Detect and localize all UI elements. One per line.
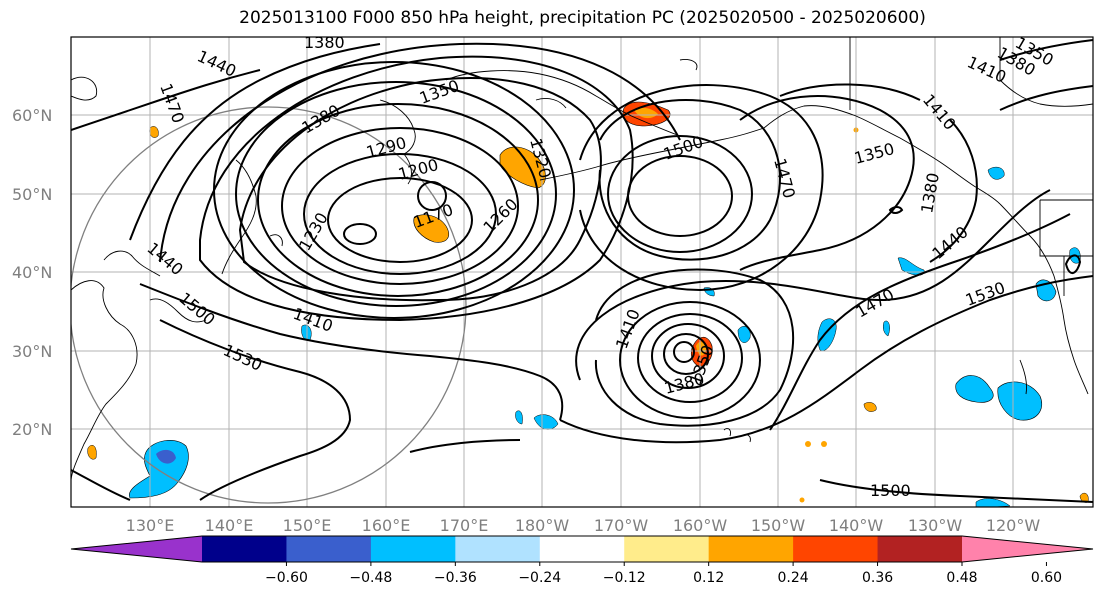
precip-positive-area [413, 214, 449, 243]
precip-positive-area [863, 402, 877, 412]
map-title: 2025013100 F000 850 hPa height, precipit… [239, 8, 926, 28]
longitude-labels: 130°E 140°E 150°E 160°E 170°E 180°W 170°… [126, 516, 1041, 535]
latitude-labels: 60°N 50°N 40°N 30°N 20°N [12, 106, 52, 439]
precip-negative-area [975, 498, 1011, 507]
precip-positive-dot [805, 441, 811, 447]
colorbar-tick-label: 0.36 [862, 570, 893, 586]
colorbar: −0.60 −0.48 −0.36 −0.24 −0.12 0.12 0.24 0.36 0.4… [70, 535, 1094, 586]
lon-label: 160°E [362, 516, 411, 535]
lon-label: 170°E [440, 516, 489, 535]
lon-label: 160°W [673, 516, 728, 535]
colorbar-tick-label: 0.60 [1031, 570, 1062, 586]
colorbar-swatch [286, 536, 372, 562]
lon-label: 180°W [515, 516, 570, 535]
lon-label: 150°W [751, 516, 806, 535]
colorbar-outline [70, 535, 1094, 563]
colorbar-tick-label: 0.12 [693, 570, 724, 586]
coastlines [71, 37, 1093, 481]
precip-negative-area [533, 414, 559, 430]
contour-label: 1380 [304, 33, 345, 52]
lon-label: 120°W [986, 516, 1041, 535]
precip-positive-area [696, 341, 706, 356]
lat-label: 40°N [12, 263, 52, 282]
lon-label: 140°E [205, 516, 254, 535]
precip-positive-dot [799, 497, 805, 503]
lat-label: 50°N [12, 185, 52, 204]
precip-negative-area [156, 449, 176, 464]
colorbar-tick-label: −0.60 [265, 570, 308, 586]
colorbar-tick-label: −0.12 [603, 570, 646, 586]
lat-label: 30°N [12, 342, 52, 361]
contour-label: 1500 [870, 481, 911, 500]
lon-label: 130°E [126, 516, 175, 535]
lat-label: 60°N [12, 106, 52, 125]
lat-label: 20°N [12, 420, 52, 439]
colorbar-swatch [793, 536, 879, 562]
colorbar-tick-label: −0.48 [349, 570, 392, 586]
colorbar-swatch [708, 536, 794, 562]
lon-label: 170°W [594, 516, 649, 535]
colorbar-tick-label: 0.48 [946, 570, 977, 586]
lon-label: 130°W [908, 516, 963, 535]
colorbar-swatch [877, 536, 963, 562]
colorbar-extend-low [71, 536, 202, 562]
precip-negative-area [987, 166, 1005, 180]
map-border [70, 36, 1094, 508]
precip-positive-dot [821, 441, 827, 447]
colorbar-extend-high [962, 536, 1093, 562]
precip-negative-area [882, 320, 890, 337]
precip-negative-area [737, 326, 751, 343]
precip-negative-area [955, 375, 994, 403]
precip-negative-area [997, 381, 1042, 421]
colorbar-tick-label: 0.24 [778, 570, 809, 586]
colorbar-swatch [202, 536, 287, 562]
colorbar-swatch [370, 536, 456, 562]
lon-label: 140°W [829, 516, 884, 535]
precip-negative-area [515, 410, 523, 425]
colorbar-tick-label: −0.36 [434, 570, 477, 586]
colorbar-tick-label: −0.24 [518, 570, 561, 586]
range-circle [71, 106, 467, 504]
precip-positive-area [149, 126, 159, 138]
colorbar-swatch [455, 536, 541, 562]
colorbar-swatch [624, 536, 710, 562]
height-contours [71, 39, 1093, 503]
precip-positive-area [87, 445, 97, 460]
precip-positive-area [634, 107, 658, 119]
lon-label: 150°E [283, 516, 332, 535]
colorbar-swatch [539, 536, 625, 562]
precip-negative-area [897, 257, 925, 276]
